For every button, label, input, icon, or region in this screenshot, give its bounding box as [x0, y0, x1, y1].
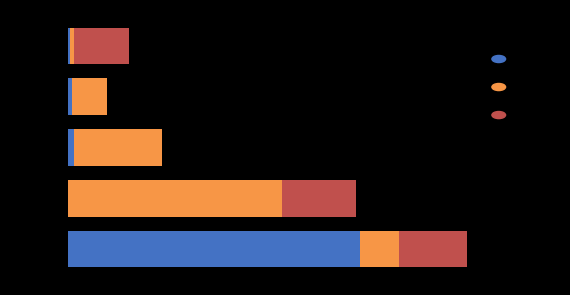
Bar: [68, 78, 72, 115]
Bar: [74, 129, 162, 166]
Bar: [72, 78, 107, 115]
Bar: [68, 129, 74, 166]
Bar: [399, 231, 512, 267]
Bar: [68, 180, 283, 217]
Bar: [74, 28, 129, 64]
Bar: [70, 28, 74, 64]
Bar: [283, 180, 356, 217]
Bar: [360, 231, 399, 267]
Bar: [68, 231, 360, 267]
Bar: [68, 28, 70, 64]
